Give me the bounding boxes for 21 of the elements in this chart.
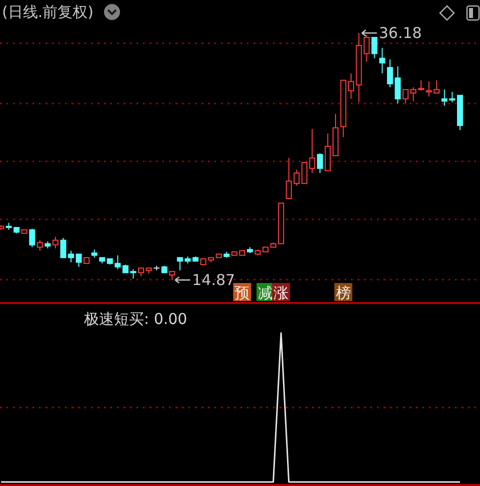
- text: 减: [258, 284, 274, 302]
- annotation: 14.87: [192, 271, 236, 289]
- annotation: 36.18: [378, 24, 422, 42]
- candlestick: [60, 237, 66, 258]
- text: 榜: [336, 284, 351, 302]
- candlestick: [379, 47, 386, 74]
- candlestick: [130, 268, 136, 279]
- candlestick: [371, 36, 378, 59]
- text: 预: [234, 284, 250, 302]
- chart-title: 极速短买: 0.00: [83, 310, 188, 328]
- candlestick: [68, 250, 74, 263]
- text: 涨: [274, 284, 289, 302]
- candlestick: [402, 89, 409, 104]
- chart-title: (日线.前复权): [2, 3, 94, 21]
- candlestick: [76, 254, 82, 268]
- candlestick: [386, 58, 393, 88]
- candlestick: [29, 228, 36, 248]
- candlestick: [36, 240, 43, 252]
- candlestick: [394, 66, 401, 104]
- candlestick: [52, 236, 58, 249]
- candlestick: [316, 152, 323, 174]
